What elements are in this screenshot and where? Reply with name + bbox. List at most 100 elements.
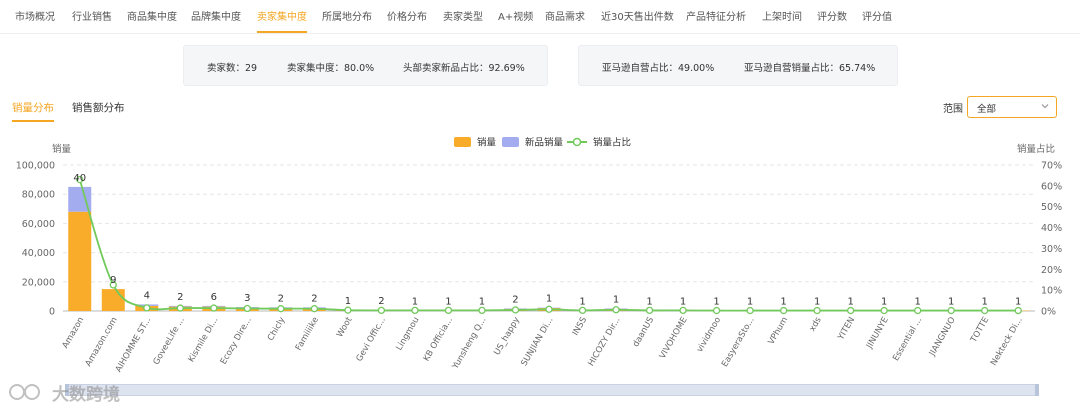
nav-tab[interactable]: 产品特征分析 [686, 12, 746, 23]
data-label: 1 [982, 297, 988, 308]
y-tick-label-left: 0 [49, 307, 55, 318]
stat-top-new-share: 头部卖家新品占比：92.69% [403, 63, 525, 74]
x-tick-label: Essential ... [891, 316, 924, 363]
y-tick-label-right: 20% [1041, 265, 1062, 276]
nav-tab[interactable]: A+视频 [498, 12, 534, 23]
y-tick-label-right: 60% [1041, 181, 1062, 192]
x-tick-label: AIHOMME ST... [114, 316, 154, 375]
nav-tab[interactable]: 价格分布 [387, 12, 427, 23]
share-point [847, 306, 855, 315]
x-tick-label: Amazon [61, 316, 87, 351]
y-tick-label-left: 40,000 [22, 248, 55, 259]
share-point [947, 306, 955, 315]
y-tick-label-left: 80,000 [22, 190, 55, 201]
share-point [310, 305, 319, 313]
nav-tab[interactable]: 品牌集中度 [191, 12, 241, 23]
nav-tab[interactable]: 卖家类型 [443, 12, 483, 23]
share-point [645, 306, 654, 315]
legend-new-sales-swatch [502, 137, 519, 147]
nav-tab[interactable]: 市场概况 [15, 12, 55, 23]
x-tick-label: TOTTE [968, 316, 991, 346]
nav-tab[interactable]: 卖家集中度 [257, 12, 307, 23]
data-label: 1 [915, 296, 921, 307]
nav-tab[interactable]: 上架时间 [762, 12, 802, 23]
top-nav: 市场概况 行业销售 商品集中度 品牌集中度 卖家集中度 所属地分布 价格分布 卖家类型 A+视频… [0, 0, 1080, 34]
y-tick-label-right: 0% [1041, 307, 1056, 318]
x-tick-label: Kismile Di... [187, 316, 221, 365]
data-label: 4 [144, 290, 150, 301]
nav-tab[interactable]: 近30天售出件数 [601, 12, 674, 23]
stats-panel-seller: 卖家数：29 卖家集中度：80.0% 头部卖家新品占比：92.69% [183, 45, 548, 86]
y-tick-label-right: 10% [1041, 286, 1062, 297]
data-label: 1 [646, 296, 652, 307]
share-point [210, 304, 218, 312]
share-point [880, 306, 888, 315]
stat-seller-concentration: 卖家集中度：80.0% [287, 63, 375, 74]
share-point [344, 306, 352, 314]
data-label: 1 [1015, 297, 1021, 308]
x-tick-label: JINUNYE [864, 316, 890, 352]
share-point [277, 305, 285, 313]
chart-zoom-scrollbar[interactable] [65, 384, 1039, 396]
data-label: 9 [110, 275, 116, 286]
data-label: 1 [479, 296, 485, 307]
data-label: 1 [847, 296, 853, 307]
range-select[interactable]: 全部 [967, 96, 1057, 118]
share-point [76, 175, 84, 184]
nav-tab[interactable]: 评分数 [817, 12, 847, 23]
share-point [176, 304, 184, 312]
x-tick-label: Yunsheng Q... [450, 316, 488, 372]
data-label: 2 [177, 292, 183, 303]
x-tick-label: Famiiiike [294, 316, 321, 353]
stat-amazon-share: 亚马逊自营占比：49.00% [602, 63, 715, 74]
y-tick-label-right: 40% [1041, 223, 1062, 234]
data-label: 2 [311, 293, 317, 304]
nav-tab[interactable]: 评分值 [862, 12, 892, 23]
data-label: 1 [412, 296, 418, 307]
subtab-sales-volume[interactable]: 销量分布 [12, 102, 54, 114]
watermark-logo-icon [9, 384, 40, 400]
x-tick-label: Nekteck Di... [989, 316, 1025, 368]
legend-sales-swatch [454, 137, 471, 147]
nav-tab[interactable]: 商品需求 [545, 12, 585, 23]
data-label: 1 [713, 296, 719, 307]
nav-tab[interactable]: 商品集中度 [127, 12, 177, 23]
share-point [411, 306, 419, 315]
subtab-sales-amount[interactable]: 销售额分布 [72, 102, 125, 114]
share-point [813, 306, 821, 315]
range-label: 范围 [943, 104, 963, 115]
zoom-handle-right[interactable] [1035, 384, 1039, 396]
stats-panel-amazon: 亚马逊自营占比：49.00% 亚马逊自营销量占比：65.74% [578, 45, 898, 86]
bar-sales [68, 211, 92, 311]
subtab-active-underline [12, 120, 54, 122]
data-label: 2 [278, 293, 284, 304]
share-point [478, 306, 486, 315]
data-label: 6 [211, 292, 217, 303]
share-point [243, 304, 251, 313]
data-label: 3 [244, 293, 250, 304]
data-label: 1 [747, 296, 753, 307]
share-point [377, 306, 386, 315]
zoom-handle-left[interactable] [65, 384, 69, 396]
data-label: 1 [613, 294, 619, 305]
x-tick-label: SUNJIAN Di... [519, 316, 555, 369]
nav-tab[interactable]: 行业销售 [72, 12, 112, 23]
data-label: 1 [881, 296, 887, 307]
watermark-text: 大数跨境 [52, 385, 120, 405]
share-point [1014, 306, 1022, 315]
x-tick-label: YITEN [836, 316, 857, 343]
data-label: 1 [445, 296, 451, 307]
x-tick-label: HICOZY Dir... [586, 316, 622, 369]
x-tick-label: JIANGNUO [927, 315, 958, 358]
legend-share-label: 销量占比 [593, 137, 631, 149]
x-tick-label: VPhum [767, 316, 791, 347]
data-label: 1 [780, 296, 786, 307]
data-label: 1 [948, 297, 954, 308]
legend-sales-label: 销量 [477, 137, 497, 149]
range-select-value: 全部 [977, 104, 997, 115]
y-axis-label-right: 销量占比 [1017, 143, 1055, 155]
nav-tab[interactable]: 所属地分布 [322, 12, 372, 23]
y-tick-label-right: 30% [1041, 244, 1062, 255]
share-point [143, 304, 151, 312]
x-tick-label: EasyeraSto... [720, 316, 757, 369]
